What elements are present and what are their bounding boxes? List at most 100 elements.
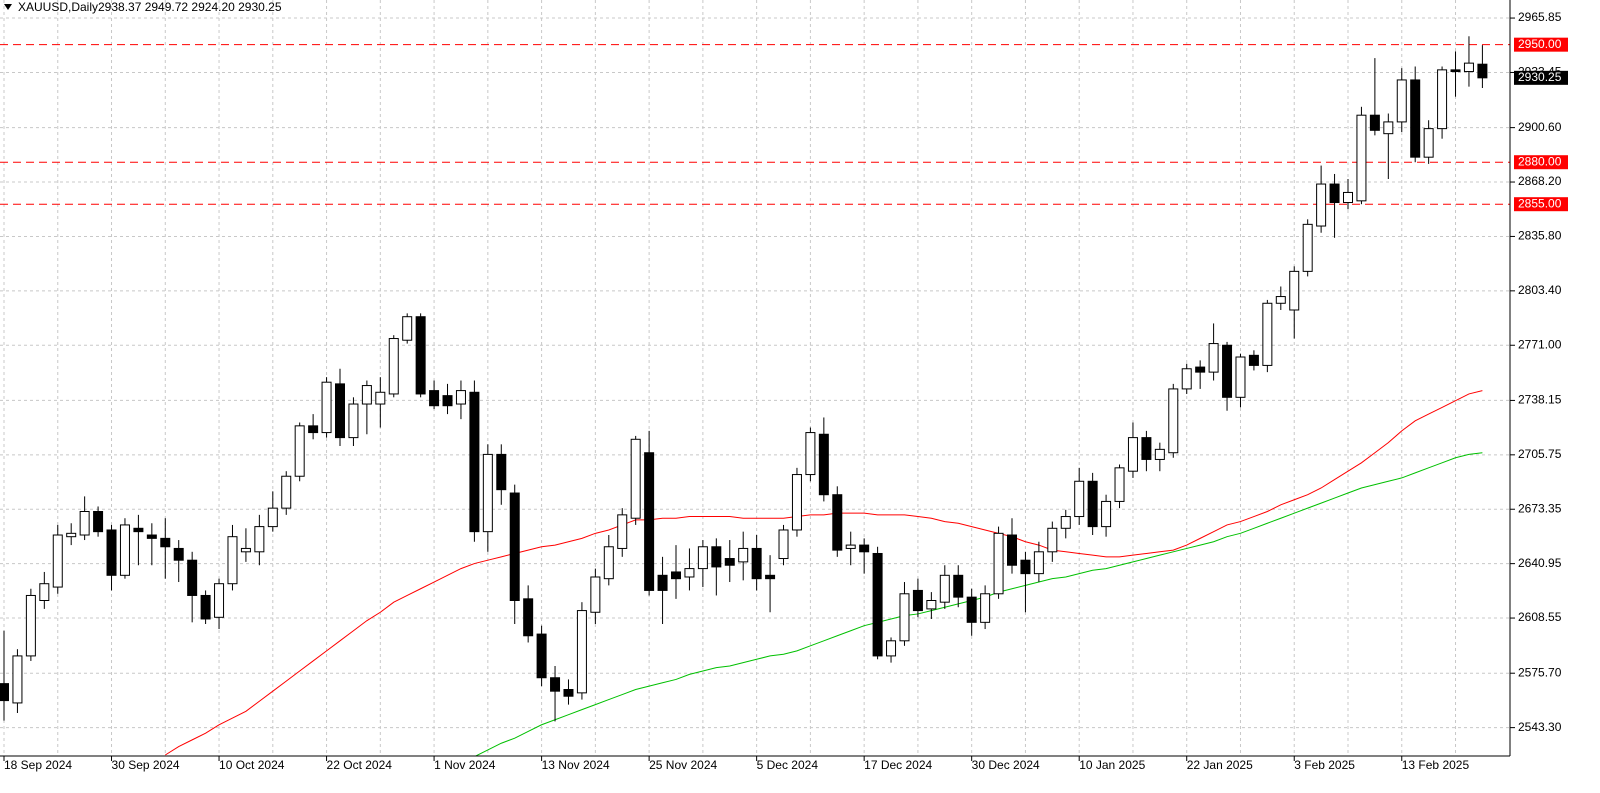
level-label: 2855.00 (1518, 196, 1562, 210)
candle-body (590, 576, 601, 613)
series-line (165, 390, 1483, 756)
candle-body (1396, 79, 1407, 123)
candle-body (563, 689, 574, 697)
candle-body (496, 453, 507, 491)
candle-body (455, 390, 466, 405)
candle-body (415, 316, 426, 395)
candle-body (926, 600, 937, 610)
candle-body (953, 574, 964, 598)
candle-body (899, 593, 910, 642)
candle-body (402, 316, 413, 341)
x-tick-label: 17 Dec 2024 (864, 758, 932, 772)
candle-body (1154, 448, 1165, 460)
candle-body (25, 594, 36, 657)
candle-body (1208, 343, 1219, 373)
candle-body (281, 475, 292, 509)
candle-body (1114, 467, 1125, 502)
candle-body (308, 425, 319, 434)
candle-body (335, 383, 345, 439)
candle-body (778, 529, 789, 560)
candle-body (939, 574, 950, 603)
candle-body (267, 507, 278, 528)
x-tick-label: 10 Oct 2024 (219, 758, 285, 772)
y-tick-label: 2835.80 (1518, 229, 1562, 243)
y-tick-label: 2868.20 (1518, 174, 1562, 188)
candle-body (576, 610, 587, 694)
level-label-box (1514, 197, 1568, 212)
plot-area (0, 36, 1510, 756)
x-tick-label: 22 Jan 2025 (1187, 758, 1253, 772)
candle-body (227, 536, 238, 585)
candle-body (630, 438, 641, 519)
candle-body (1302, 223, 1313, 272)
candle-body (429, 390, 440, 407)
candle-body (1289, 270, 1300, 311)
candle-body (859, 544, 870, 553)
candle-body (1007, 534, 1017, 566)
y-tick-label: 2900.60 (1518, 120, 1562, 134)
candle-body (1248, 354, 1259, 366)
price-axis: 2965.852933.452900.602868.202835.802803.… (0, 0, 1568, 772)
level-label: 2950.00 (1518, 37, 1562, 51)
candle-body (348, 403, 359, 439)
candle-body (1316, 183, 1327, 227)
y-tick-label: 2771.00 (1518, 337, 1562, 351)
x-tick-label: 10 Jan 2025 (1079, 758, 1145, 772)
candle-body (12, 655, 23, 704)
candle-body (993, 532, 1004, 595)
series-line (474, 452, 1483, 756)
candle-body (818, 433, 829, 496)
candle-body (1060, 516, 1071, 529)
candle-body (912, 589, 923, 612)
candle-body (214, 583, 225, 618)
candle-body (1235, 356, 1246, 398)
candle-body (1141, 437, 1152, 460)
candle-body (1087, 480, 1098, 528)
y-tick-label: 2803.40 (1518, 283, 1562, 297)
x-tick-label: 1 Nov 2024 (434, 758, 496, 772)
x-tick-label: 25 Nov 2024 (649, 758, 717, 772)
candle-body (791, 474, 802, 531)
x-tick-label: 5 Dec 2024 (757, 758, 819, 772)
candle-body (321, 381, 332, 434)
candle-body (1369, 114, 1380, 131)
candle-body (684, 568, 695, 578)
candle-body (1329, 183, 1340, 204)
y-tick-label: 2640.95 (1518, 556, 1562, 570)
candle-body (39, 583, 50, 602)
x-tick-label: 3 Feb 2025 (1294, 758, 1355, 772)
candle-body (509, 492, 520, 602)
y-tick-label: 2543.30 (1518, 720, 1562, 734)
candle-body (79, 511, 90, 536)
candle-body (1047, 527, 1058, 553)
candle-body (240, 547, 251, 553)
candle-body (1020, 559, 1031, 575)
candle-body (442, 395, 453, 407)
candle-body (1168, 388, 1179, 454)
candle-body (1262, 302, 1273, 366)
candle-body (1383, 121, 1394, 135)
candle-body (93, 511, 104, 533)
candle-body (1437, 69, 1448, 130)
candle-body (966, 596, 977, 623)
candle-body (469, 391, 480, 533)
candle-body (294, 425, 305, 477)
y-tick-label: 2608.55 (1518, 610, 1562, 624)
candle-body (697, 546, 708, 570)
candle-body (1074, 480, 1085, 518)
candle-body (872, 552, 883, 657)
candle-body (603, 546, 614, 580)
chart-title: XAUUSD,Daily (18, 0, 98, 14)
candle-body (671, 571, 681, 580)
candle-body (765, 574, 776, 580)
candle-body (133, 527, 144, 533)
candle-body (1477, 63, 1488, 79)
y-tick-label: 2575.70 (1518, 665, 1562, 679)
candle-body (1127, 437, 1138, 472)
candle-body (523, 598, 534, 637)
candle-body (106, 529, 117, 576)
candle-body (52, 534, 63, 588)
level-label-box (1514, 37, 1568, 52)
x-tick-label: 18 Sep 2024 (4, 758, 72, 772)
candle-body (388, 338, 399, 395)
